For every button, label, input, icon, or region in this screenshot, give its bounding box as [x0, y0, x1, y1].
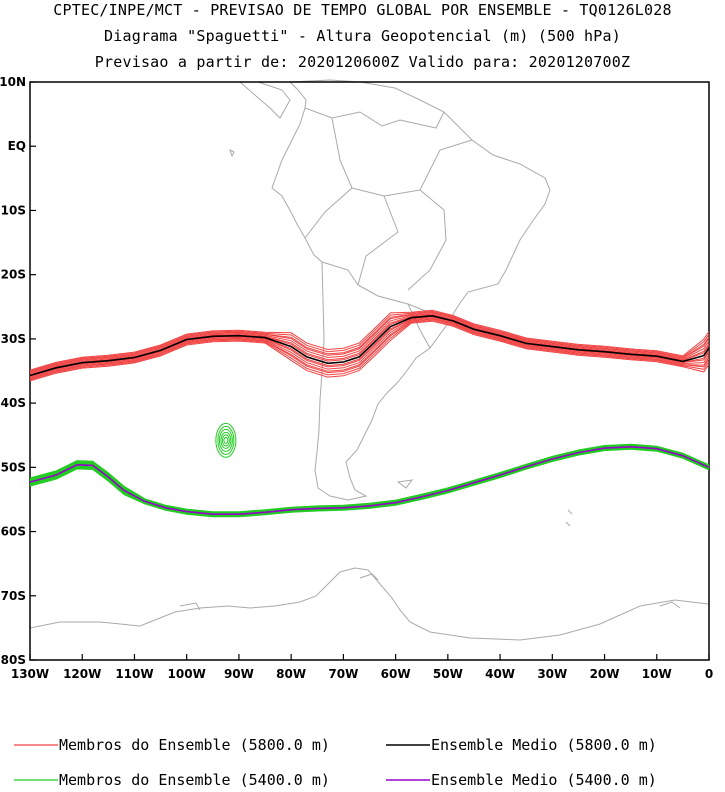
closed-contour-ring [217, 425, 235, 455]
ensemble-member-line [29, 444, 710, 514]
chart-title-line-3: Previsao a partir de: 2020120600Z Valido… [94, 53, 631, 71]
x-tick-label: 10W [642, 667, 672, 681]
ensemble-member-line [29, 309, 710, 371]
ensemble-member-line [29, 310, 710, 372]
x-tick-label: 120W [63, 667, 101, 681]
y-tick-label: 10N [0, 75, 26, 89]
x-tick-label: 80W [276, 667, 306, 681]
x-tick-label: 40W [485, 667, 515, 681]
y-tick-label: 10S [1, 203, 26, 217]
axes: 130W 120W 110W 100W 90W 80W 70W 60W 50W 40W 30W 20W… [0, 75, 713, 681]
x-tick-label: 70W [328, 667, 358, 681]
ensemble-means [29, 314, 710, 515]
x-tick-label: 110W [115, 667, 153, 681]
ensemble-members-5800 [29, 309, 710, 382]
ensemble-member-line [29, 448, 710, 518]
plot-frame [29, 81, 710, 661]
y-tick-label: 50S [1, 460, 26, 474]
ensemble-member-line [29, 444, 710, 513]
y-tick-label: 30S [1, 332, 26, 346]
x-tick-label: 30W [537, 667, 567, 681]
legend: Membros do Ensemble (5800.0 m) Ensemble … [14, 736, 657, 789]
coastline-map [29, 79, 709, 641]
y-tick-label: 60S [1, 525, 26, 539]
ensemble-member-line [29, 320, 710, 382]
ensemble-member-line [29, 315, 710, 376]
ensemble-member-line [29, 316, 710, 377]
y-tick-label: 80S [1, 653, 26, 667]
chart-title-line-1: CPTEC/INPE/MCT - PREVISAO DE TEMPO GLOBA… [53, 1, 672, 19]
ensemble-member-line [29, 314, 710, 375]
x-tick-label: 0 [705, 667, 713, 681]
central-america-coast [239, 81, 291, 119]
islands [229, 149, 573, 527]
y-tick-label: EQ [8, 139, 26, 153]
legend-label-member-5800: Membros do Ensemble (5800.0 m) [59, 736, 330, 754]
ensemble-member-line [29, 319, 710, 381]
south-america-coast [271, 79, 551, 501]
ensemble-mean-5400-line [29, 445, 710, 515]
ensemble-member-line [29, 311, 710, 373]
closed-contour-ring [218, 428, 233, 452]
ensemble-mean-5800-line [29, 314, 710, 377]
country-borders [304, 107, 473, 349]
antarctic-islands [179, 573, 681, 611]
closed-contour-ring [223, 436, 229, 444]
closed-contour-ring [221, 434, 230, 447]
x-tick-label: 60W [381, 667, 411, 681]
legend-label-member-5400: Membros do Ensemble (5400.0 m) [59, 771, 330, 789]
closed-contour-ring [215, 422, 237, 458]
ensemble-member-line [29, 443, 710, 513]
y-tick-label: 20S [1, 268, 26, 282]
y-tick-label: 40S [1, 396, 26, 410]
legend-label-mean-5400: Ensemble Medio (5400.0 m) [431, 771, 657, 789]
ensemble-member-line [29, 313, 710, 374]
closed-contour-ring [220, 431, 232, 449]
antarctica-coast [29, 567, 709, 641]
y-tick-label: 70S [1, 589, 26, 603]
x-tick-label: 130W [11, 667, 49, 681]
ensemble-member-line [29, 444, 710, 514]
legend-label-mean-5800: Ensemble Medio (5800.0 m) [431, 736, 657, 754]
ensemble-member-line [29, 447, 710, 517]
x-tick-label: 50W [433, 667, 463, 681]
ensemble-member-line [29, 318, 710, 380]
ensemble-member-line [29, 314, 710, 375]
x-tick-label: 20W [590, 667, 620, 681]
closed-contour-5400 [215, 422, 237, 458]
ensemble-member-line [29, 317, 710, 379]
chart-title-line-2: Diagrama "Spaguetti" - Altura Geopotenci… [104, 27, 621, 45]
x-tick-label: 90W [224, 667, 254, 681]
x-tick-label: 100W [168, 667, 206, 681]
